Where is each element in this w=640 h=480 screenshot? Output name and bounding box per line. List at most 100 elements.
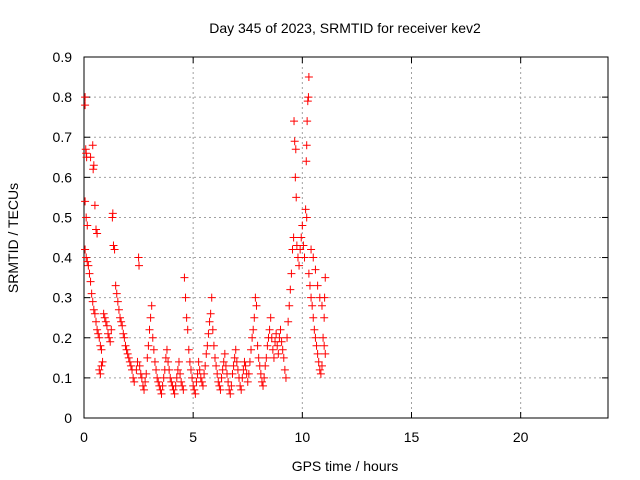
data-point: [243, 377, 252, 386]
data-point: [209, 341, 218, 350]
data-point: [195, 365, 204, 374]
x-tick-label: 20: [513, 429, 529, 445]
data-point: [302, 141, 311, 150]
data-point: [97, 361, 106, 370]
grid-lines: [84, 57, 608, 418]
data-point: [280, 365, 289, 374]
data-point: [102, 321, 111, 330]
data-point: [260, 373, 269, 382]
data-point: [304, 73, 313, 82]
data-point: [267, 333, 276, 342]
data-point: [250, 313, 259, 322]
data-point: [89, 161, 98, 170]
data-point: [221, 361, 230, 370]
data-point: [266, 313, 275, 322]
data-point: [227, 381, 236, 390]
data-point: [130, 377, 139, 386]
data-point: [177, 377, 186, 386]
data-point: [143, 353, 152, 362]
data-point: [269, 353, 278, 362]
data-point: [208, 325, 217, 334]
data-point: [288, 245, 297, 254]
y-tick-label: 0.6: [53, 169, 73, 185]
data-point: [315, 293, 324, 302]
data-point: [304, 93, 313, 102]
data-point: [124, 353, 133, 362]
data-point: [249, 325, 258, 334]
data-point: [145, 325, 154, 334]
data-point: [313, 281, 322, 290]
data-point: [212, 361, 221, 370]
data-point: [185, 357, 194, 366]
data-point: [257, 377, 266, 386]
data-point: [291, 145, 300, 154]
y-tick-label: 0.5: [53, 209, 73, 225]
data-point: [89, 165, 98, 174]
data-point: [150, 357, 159, 366]
data-point: [284, 317, 293, 326]
y-tick-label: 0.8: [53, 89, 73, 105]
data-point: [118, 321, 127, 330]
data-point: [295, 261, 304, 270]
data-point: [321, 349, 330, 358]
data-point: [111, 281, 120, 290]
data-point: [94, 329, 103, 338]
data-point: [296, 245, 305, 254]
data-point: [184, 345, 193, 354]
data-point: [252, 301, 261, 310]
data-point: [315, 365, 324, 374]
data-point: [311, 333, 320, 342]
data-point: [167, 377, 176, 386]
data-point: [215, 381, 224, 390]
data-point: [310, 325, 319, 334]
data-point: [287, 269, 296, 278]
data-point: [90, 309, 99, 318]
data-point: [138, 381, 147, 390]
x-axis-title: GPS time / hours: [292, 458, 399, 474]
data-point: [214, 377, 223, 386]
data-point: [217, 373, 226, 382]
data-point: [253, 341, 262, 350]
data-point: [149, 345, 158, 354]
data-point: [319, 333, 328, 342]
data-point: [93, 325, 102, 334]
data-point: [86, 153, 95, 162]
data-point: [165, 365, 174, 374]
data-point: [312, 341, 321, 350]
y-tick-label: 0.4: [53, 250, 73, 266]
data-point: [304, 269, 313, 278]
data-point: [272, 329, 281, 338]
data-point: [100, 313, 109, 322]
data-point: [285, 301, 294, 310]
data-point: [161, 353, 170, 362]
data-point: [309, 253, 318, 262]
data-point: [220, 349, 229, 358]
data-point: [196, 373, 205, 382]
data-point: [113, 297, 122, 306]
data-point: [88, 141, 97, 150]
data-point: [110, 245, 119, 254]
data-point: [132, 365, 141, 374]
data-point: [122, 345, 131, 354]
plot-frame: [83, 56, 609, 419]
data-point: [186, 365, 195, 374]
data-point: [116, 313, 125, 322]
data-point: [311, 265, 320, 274]
data-point: [290, 137, 299, 146]
data-point: [84, 261, 93, 270]
data-point: [206, 309, 215, 318]
data-point: [238, 373, 247, 382]
data-point: [172, 373, 181, 382]
data-point: [93, 229, 102, 238]
data-point: [183, 325, 192, 334]
data-point: [147, 301, 156, 310]
data-point: [225, 385, 234, 394]
data-point: [262, 353, 271, 362]
data-point: [281, 373, 290, 382]
data-point: [109, 241, 118, 250]
data-point: [317, 301, 326, 310]
data-point: [232, 357, 241, 366]
data-point: [302, 213, 311, 222]
data-point: [277, 337, 286, 346]
